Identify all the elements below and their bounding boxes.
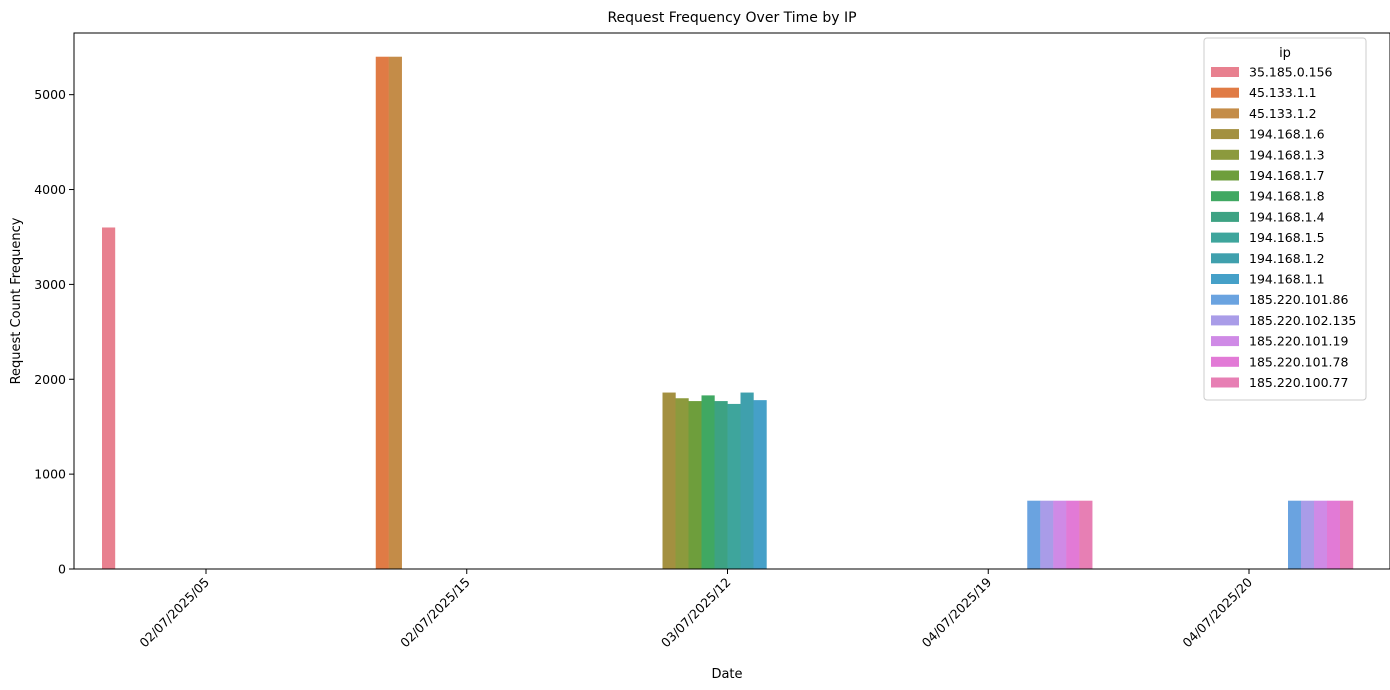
legend-swatch: [1211, 108, 1239, 119]
legend-swatch: [1211, 170, 1239, 181]
y-tick-label: 0: [58, 562, 66, 577]
legend-label: 45.133.1.1: [1249, 85, 1317, 100]
x-tick-label: 02/07/2025/05: [136, 575, 212, 651]
y-tick-label: 3000: [34, 277, 66, 292]
legend-title: ip: [1279, 46, 1291, 61]
y-tick-label: 4000: [34, 182, 66, 197]
bars-group: [102, 56, 1354, 570]
bar-185-220-100-77-3: [1079, 500, 1093, 569]
bar-35-185-0-156-0: [102, 227, 116, 570]
bar-185-220-101-78-4: [1327, 500, 1341, 569]
legend-swatch: [1211, 336, 1239, 347]
legend-swatch: [1211, 294, 1239, 305]
bar-185-220-101-86-3: [1027, 500, 1041, 569]
bar-45-133-1-2-1: [388, 56, 402, 570]
bar-45-133-1-1-1: [375, 56, 389, 570]
legend-label: 185.220.102.135: [1249, 313, 1356, 328]
legend-swatch: [1211, 356, 1239, 367]
legend-swatch: [1211, 129, 1239, 140]
bar-185-220-101-86-4: [1288, 500, 1302, 569]
bar-194-168-1-5-2: [727, 403, 741, 569]
legend-label: 194.168.1.6: [1249, 127, 1325, 142]
legend-swatch: [1211, 149, 1239, 160]
legend-label: 185.220.101.19: [1249, 334, 1348, 349]
legend-swatch: [1211, 315, 1239, 326]
legend-label: 35.185.0.156: [1249, 65, 1333, 80]
bar-185-220-101-78-3: [1066, 500, 1080, 569]
bar-185-220-101-19-3: [1053, 500, 1067, 569]
legend-swatch: [1211, 211, 1239, 222]
y-tick-label: 1000: [34, 467, 66, 482]
y-tick-label: 2000: [34, 372, 66, 387]
legend-label: 185.220.101.86: [1249, 292, 1348, 307]
legend-label: 185.220.101.78: [1249, 354, 1348, 369]
bar-185-220-102-135-3: [1040, 500, 1054, 569]
bar-185-220-101-19-4: [1314, 500, 1328, 569]
bar-194-168-1-7-2: [688, 401, 702, 569]
bar-194-168-1-4-2: [714, 401, 728, 569]
legend-swatch: [1211, 274, 1239, 284]
bar-194-168-1-1-2: [753, 400, 767, 569]
legend-label: 194.168.1.5: [1249, 230, 1325, 245]
x-tick-label: 02/07/2025/15: [397, 575, 473, 651]
y-tick-label: 5000: [34, 87, 66, 102]
legend-frame: [1203, 37, 1367, 401]
x-tick-label: 04/07/2025/19: [919, 574, 995, 650]
bar-185-220-102-135-4: [1301, 500, 1315, 569]
y-axis: 0 1000 2000 3000 4000 5000: [34, 87, 74, 577]
legend-label: 194.168.1.8: [1249, 189, 1325, 204]
legend-label: 194.168.1.7: [1249, 168, 1325, 183]
legend-swatch: [1211, 377, 1239, 388]
bar-194-168-1-3-2: [675, 398, 689, 569]
bar-194-168-1-8-2: [701, 395, 715, 569]
bar-185-220-100-77-4: [1340, 500, 1354, 569]
x-tick-label: 04/07/2025/20: [1179, 574, 1255, 650]
legend-swatch: [1211, 87, 1239, 98]
bar-194-168-1-2-2: [740, 392, 754, 569]
x-axis-label: Date: [711, 667, 742, 682]
y-axis-label: Request Count Frequency: [9, 217, 24, 384]
legend-swatch: [1211, 232, 1239, 243]
x-tick-label: 03/07/2025/12: [658, 575, 734, 651]
legend-swatch: [1211, 67, 1239, 77]
legend-label: 194.168.1.4: [1249, 209, 1325, 224]
plot-frame: [73, 32, 1390, 570]
legend-label: 194.168.1.1: [1249, 272, 1325, 287]
legend-label: 45.133.1.2: [1249, 106, 1317, 121]
x-axis: 02/07/2025/05 02/07/2025/15 03/07/2025/12 0…: [136, 569, 1255, 650]
legend-swatch: [1211, 253, 1239, 264]
legend-label: 194.168.1.3: [1249, 147, 1325, 162]
legend: ip 35.185.0.156 45.133.1.1 45.133.1.2 194.1…: [1203, 37, 1367, 401]
legend-label: 185.220.100.77: [1249, 375, 1348, 390]
bar-194-168-1-6-2: [662, 392, 676, 569]
legend-label: 194.168.1.2: [1249, 251, 1325, 266]
chart-title: Request Frequency Over Time by IP: [607, 10, 856, 26]
legend-swatch: [1211, 191, 1239, 202]
